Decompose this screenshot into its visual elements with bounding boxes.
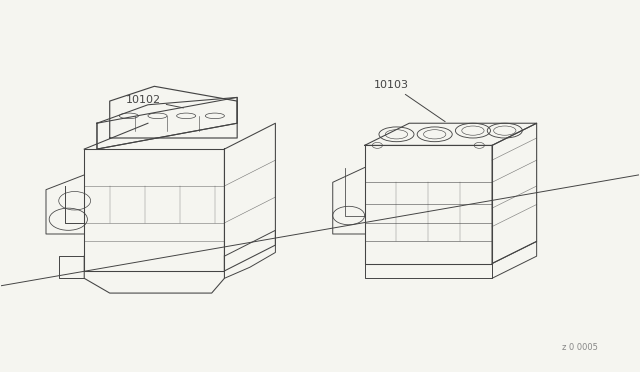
Text: z 0 0005: z 0 0005 [562,343,598,352]
Text: 10102: 10102 [125,95,184,108]
Text: 10103: 10103 [374,80,445,122]
